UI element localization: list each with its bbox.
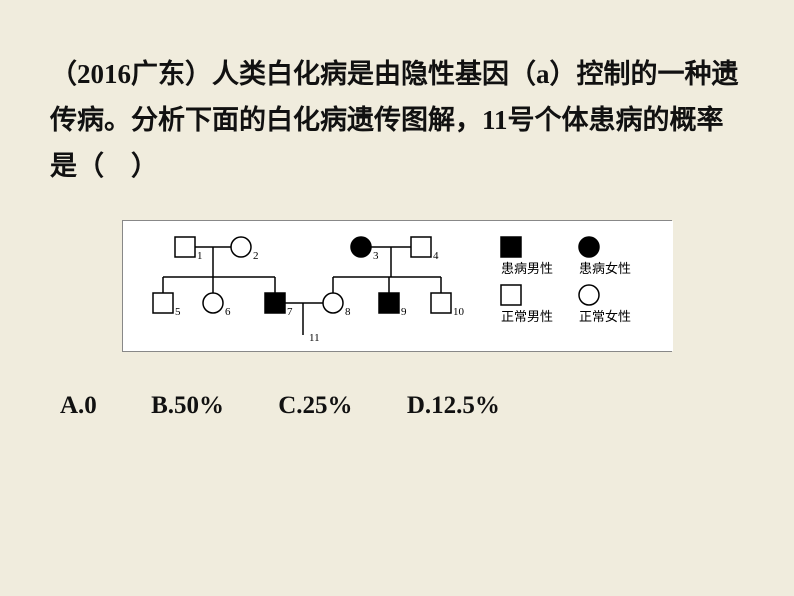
svg-text:正常女性: 正常女性 [579, 309, 631, 324]
question-body: （2016广东）人类白化病是由隐性基因（a）控制的一种遗传病。分析下面的白化病遗… [50, 59, 739, 181]
svg-text:患病女性: 患病女性 [579, 261, 631, 276]
svg-text:8: 8 [345, 306, 351, 318]
svg-text:正常男性: 正常男性 [501, 309, 553, 324]
svg-text:4: 4 [433, 250, 439, 262]
pedigree-diagram: 1 2 3 4 5 6 7 8 9 10 11 患病男性 患病女性正常男性 正常女性 [122, 220, 672, 352]
pedigree-svg: 1 2 3 4 5 6 7 8 9 10 11 患病男性 患病女性正常男性 正常女性 [123, 221, 673, 351]
svg-text:患病男性: 患病男性 [501, 261, 553, 276]
option-d: D.12.5% [407, 392, 500, 419]
svg-text:9: 9 [401, 306, 407, 318]
option-c: C.25% [278, 392, 352, 419]
svg-text:3: 3 [373, 250, 379, 262]
question-text: （2016广东）人类白化病是由隐性基因（a）控制的一种遗传病。分析下面的白化病遗… [0, 0, 794, 190]
svg-text:6: 6 [225, 306, 231, 318]
svg-text:10: 10 [453, 306, 465, 318]
svg-text:5: 5 [175, 306, 181, 318]
svg-text:2: 2 [253, 250, 259, 262]
option-b: B.50% [151, 392, 224, 419]
answer-options: A.0 B.50% C.25% D.12.5% [0, 352, 794, 420]
option-a: A.0 [60, 392, 97, 419]
svg-text:1: 1 [197, 250, 203, 262]
svg-text:11: 11 [309, 332, 320, 344]
svg-text:7: 7 [287, 306, 293, 318]
